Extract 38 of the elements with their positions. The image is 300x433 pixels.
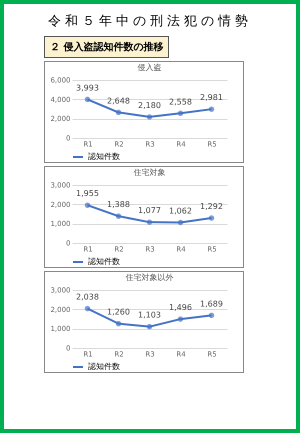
point: [84, 202, 90, 208]
data-label: 1,077: [138, 206, 161, 216]
point: [178, 220, 184, 226]
point: [116, 213, 122, 219]
data-label: 1,689: [200, 299, 223, 308]
data-label: 1,103: [138, 310, 161, 320]
chart-title: 住宅対象: [134, 168, 166, 177]
point: [116, 320, 122, 326]
data-label: 2,558: [169, 97, 192, 106]
text: 令和５年中の刑法犯の情勢: [47, 13, 253, 31]
data-label: 1,260: [107, 308, 130, 317]
chart-title: 侵入盗: [138, 63, 162, 72]
chart-subtitle: ２ 侵入盗認知件数の推移: [44, 36, 170, 58]
data-label: 1,496: [169, 303, 192, 312]
data-label: 2,180: [138, 100, 161, 110]
point: [208, 106, 214, 112]
data-label: 1,292: [200, 202, 223, 212]
legend-label: 認知件数: [88, 152, 120, 161]
point: [146, 324, 152, 330]
data-label: 1,955: [76, 189, 99, 198]
point: [116, 110, 122, 116]
data-label: 2,648: [107, 96, 130, 106]
data-label: 2,038: [76, 292, 99, 302]
point: [84, 96, 90, 102]
legend-label: 認知件数: [88, 362, 120, 371]
point: [208, 215, 214, 221]
chart-title: 住宅対象以外: [126, 273, 174, 282]
data-label: 1,062: [169, 206, 192, 216]
point: [146, 219, 152, 225]
data-label: 2,981: [200, 93, 223, 102]
legend-label: 認知件数: [88, 257, 120, 266]
point: [146, 114, 152, 120]
data-label: 3,993: [76, 83, 99, 92]
point: [178, 110, 184, 116]
point: [208, 312, 214, 318]
point: [178, 316, 184, 322]
point: [84, 306, 90, 312]
data-label: 1,388: [107, 200, 130, 210]
